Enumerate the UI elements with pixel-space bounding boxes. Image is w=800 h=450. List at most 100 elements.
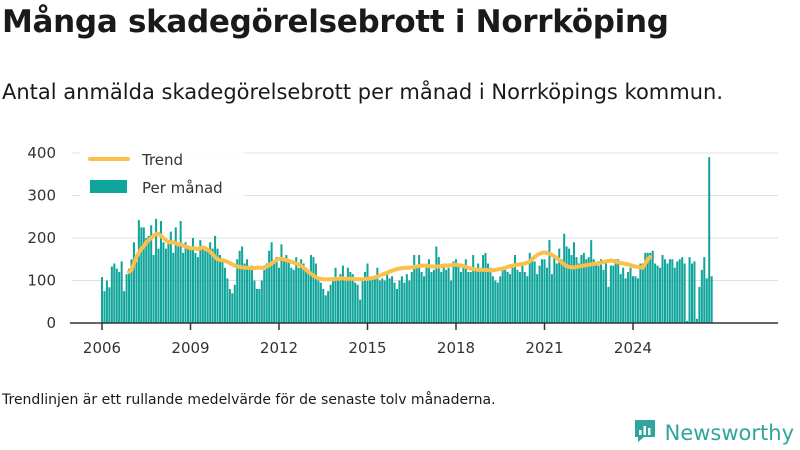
- bar: [550, 274, 553, 324]
- bar: [364, 272, 367, 323]
- legend-trend-label: Trend: [141, 151, 183, 169]
- bar: [494, 280, 497, 323]
- bar: [585, 259, 588, 323]
- bar: [415, 265, 418, 324]
- bar: [413, 255, 416, 323]
- bar: [659, 267, 662, 323]
- bar: [597, 265, 600, 324]
- bar: [361, 280, 364, 323]
- bar: [629, 267, 632, 323]
- bar: [604, 263, 607, 323]
- bar: [391, 276, 394, 323]
- bar: [125, 274, 128, 324]
- bar: [435, 246, 438, 323]
- chart-subtitle: Antal anmälda skadegörelsebrott per måna…: [2, 80, 723, 104]
- bar: [469, 272, 472, 323]
- bar: [305, 267, 308, 323]
- bar: [223, 267, 226, 323]
- bar: [368, 280, 371, 323]
- bar: [423, 276, 426, 323]
- bar: [400, 276, 403, 323]
- bar: [228, 289, 231, 323]
- x-tick-label: 2018: [437, 339, 475, 357]
- bar: [179, 221, 182, 323]
- bar: [150, 225, 153, 323]
- bar: [189, 248, 192, 324]
- bar: [553, 255, 556, 323]
- bar: [172, 252, 175, 324]
- bar: [115, 268, 118, 323]
- bar: [113, 263, 116, 323]
- bar: [297, 267, 300, 323]
- bar: [668, 259, 671, 323]
- bar: [287, 261, 290, 324]
- bar: [651, 250, 654, 323]
- bar: [676, 261, 679, 324]
- bar: [191, 238, 194, 323]
- bar: [538, 265, 541, 324]
- bar: [177, 246, 180, 323]
- bar: [418, 255, 421, 323]
- bar: [206, 248, 209, 324]
- x-axis: 2006 2009 2012 2015 2018 2021 2024: [70, 322, 778, 357]
- bar: [246, 259, 249, 323]
- bar: [634, 276, 637, 323]
- bar: [351, 274, 354, 324]
- bar: [292, 269, 295, 324]
- bar: [563, 233, 566, 323]
- brand-name: Newsworthy: [664, 421, 794, 445]
- x-tick-label: 2012: [260, 339, 298, 357]
- bar: [695, 318, 698, 323]
- bar: [142, 227, 145, 324]
- bar: [678, 259, 681, 323]
- bar: [329, 284, 332, 323]
- bar: [518, 272, 521, 323]
- bar: [464, 259, 467, 323]
- bar: [577, 263, 580, 323]
- bar: [420, 272, 423, 323]
- bar: [366, 263, 369, 323]
- bar: [622, 267, 625, 323]
- bar: [432, 269, 435, 324]
- bar: [531, 257, 534, 324]
- bar: [282, 261, 285, 324]
- bar: [513, 255, 517, 323]
- bar: [221, 261, 224, 324]
- bar: [602, 269, 605, 324]
- bar: [666, 263, 669, 323]
- trend-path: [127, 231, 653, 282]
- bar: [536, 274, 539, 324]
- bar: [521, 265, 524, 324]
- bar: [388, 278, 391, 324]
- bar: [398, 280, 401, 323]
- bar: [639, 263, 642, 323]
- bar: [332, 280, 335, 323]
- bar: [656, 265, 659, 324]
- bar: [376, 267, 379, 323]
- bar: [327, 291, 330, 324]
- bar: [250, 265, 253, 324]
- bar: [157, 248, 160, 324]
- bar: [349, 272, 352, 323]
- bar: [268, 250, 271, 323]
- bar: [624, 278, 627, 324]
- bar: [371, 276, 374, 323]
- bar: [253, 280, 256, 323]
- bar: [233, 284, 236, 323]
- bar: [319, 282, 322, 324]
- bar: [334, 267, 337, 323]
- bar: [167, 242, 170, 323]
- bar: [405, 274, 408, 324]
- bar: [555, 263, 558, 323]
- y-tick-label: 400: [27, 144, 56, 162]
- newsworthy-brand[interactable]: Newsworthy: [633, 418, 794, 448]
- bar: [636, 278, 639, 324]
- bar: [452, 261, 455, 324]
- bar: [472, 255, 475, 323]
- y-axis: 0 100 200 300 400: [27, 144, 56, 332]
- bar: [649, 252, 652, 324]
- bar: [516, 269, 519, 324]
- chart-title: Många skadegörelsebrott i Norrköping: [2, 4, 669, 40]
- bar: [408, 280, 411, 323]
- bar: [663, 259, 666, 323]
